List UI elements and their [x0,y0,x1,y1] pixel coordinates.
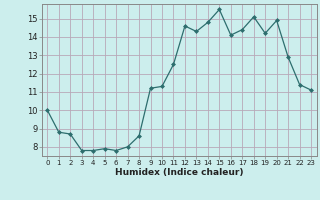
X-axis label: Humidex (Indice chaleur): Humidex (Indice chaleur) [115,168,244,177]
